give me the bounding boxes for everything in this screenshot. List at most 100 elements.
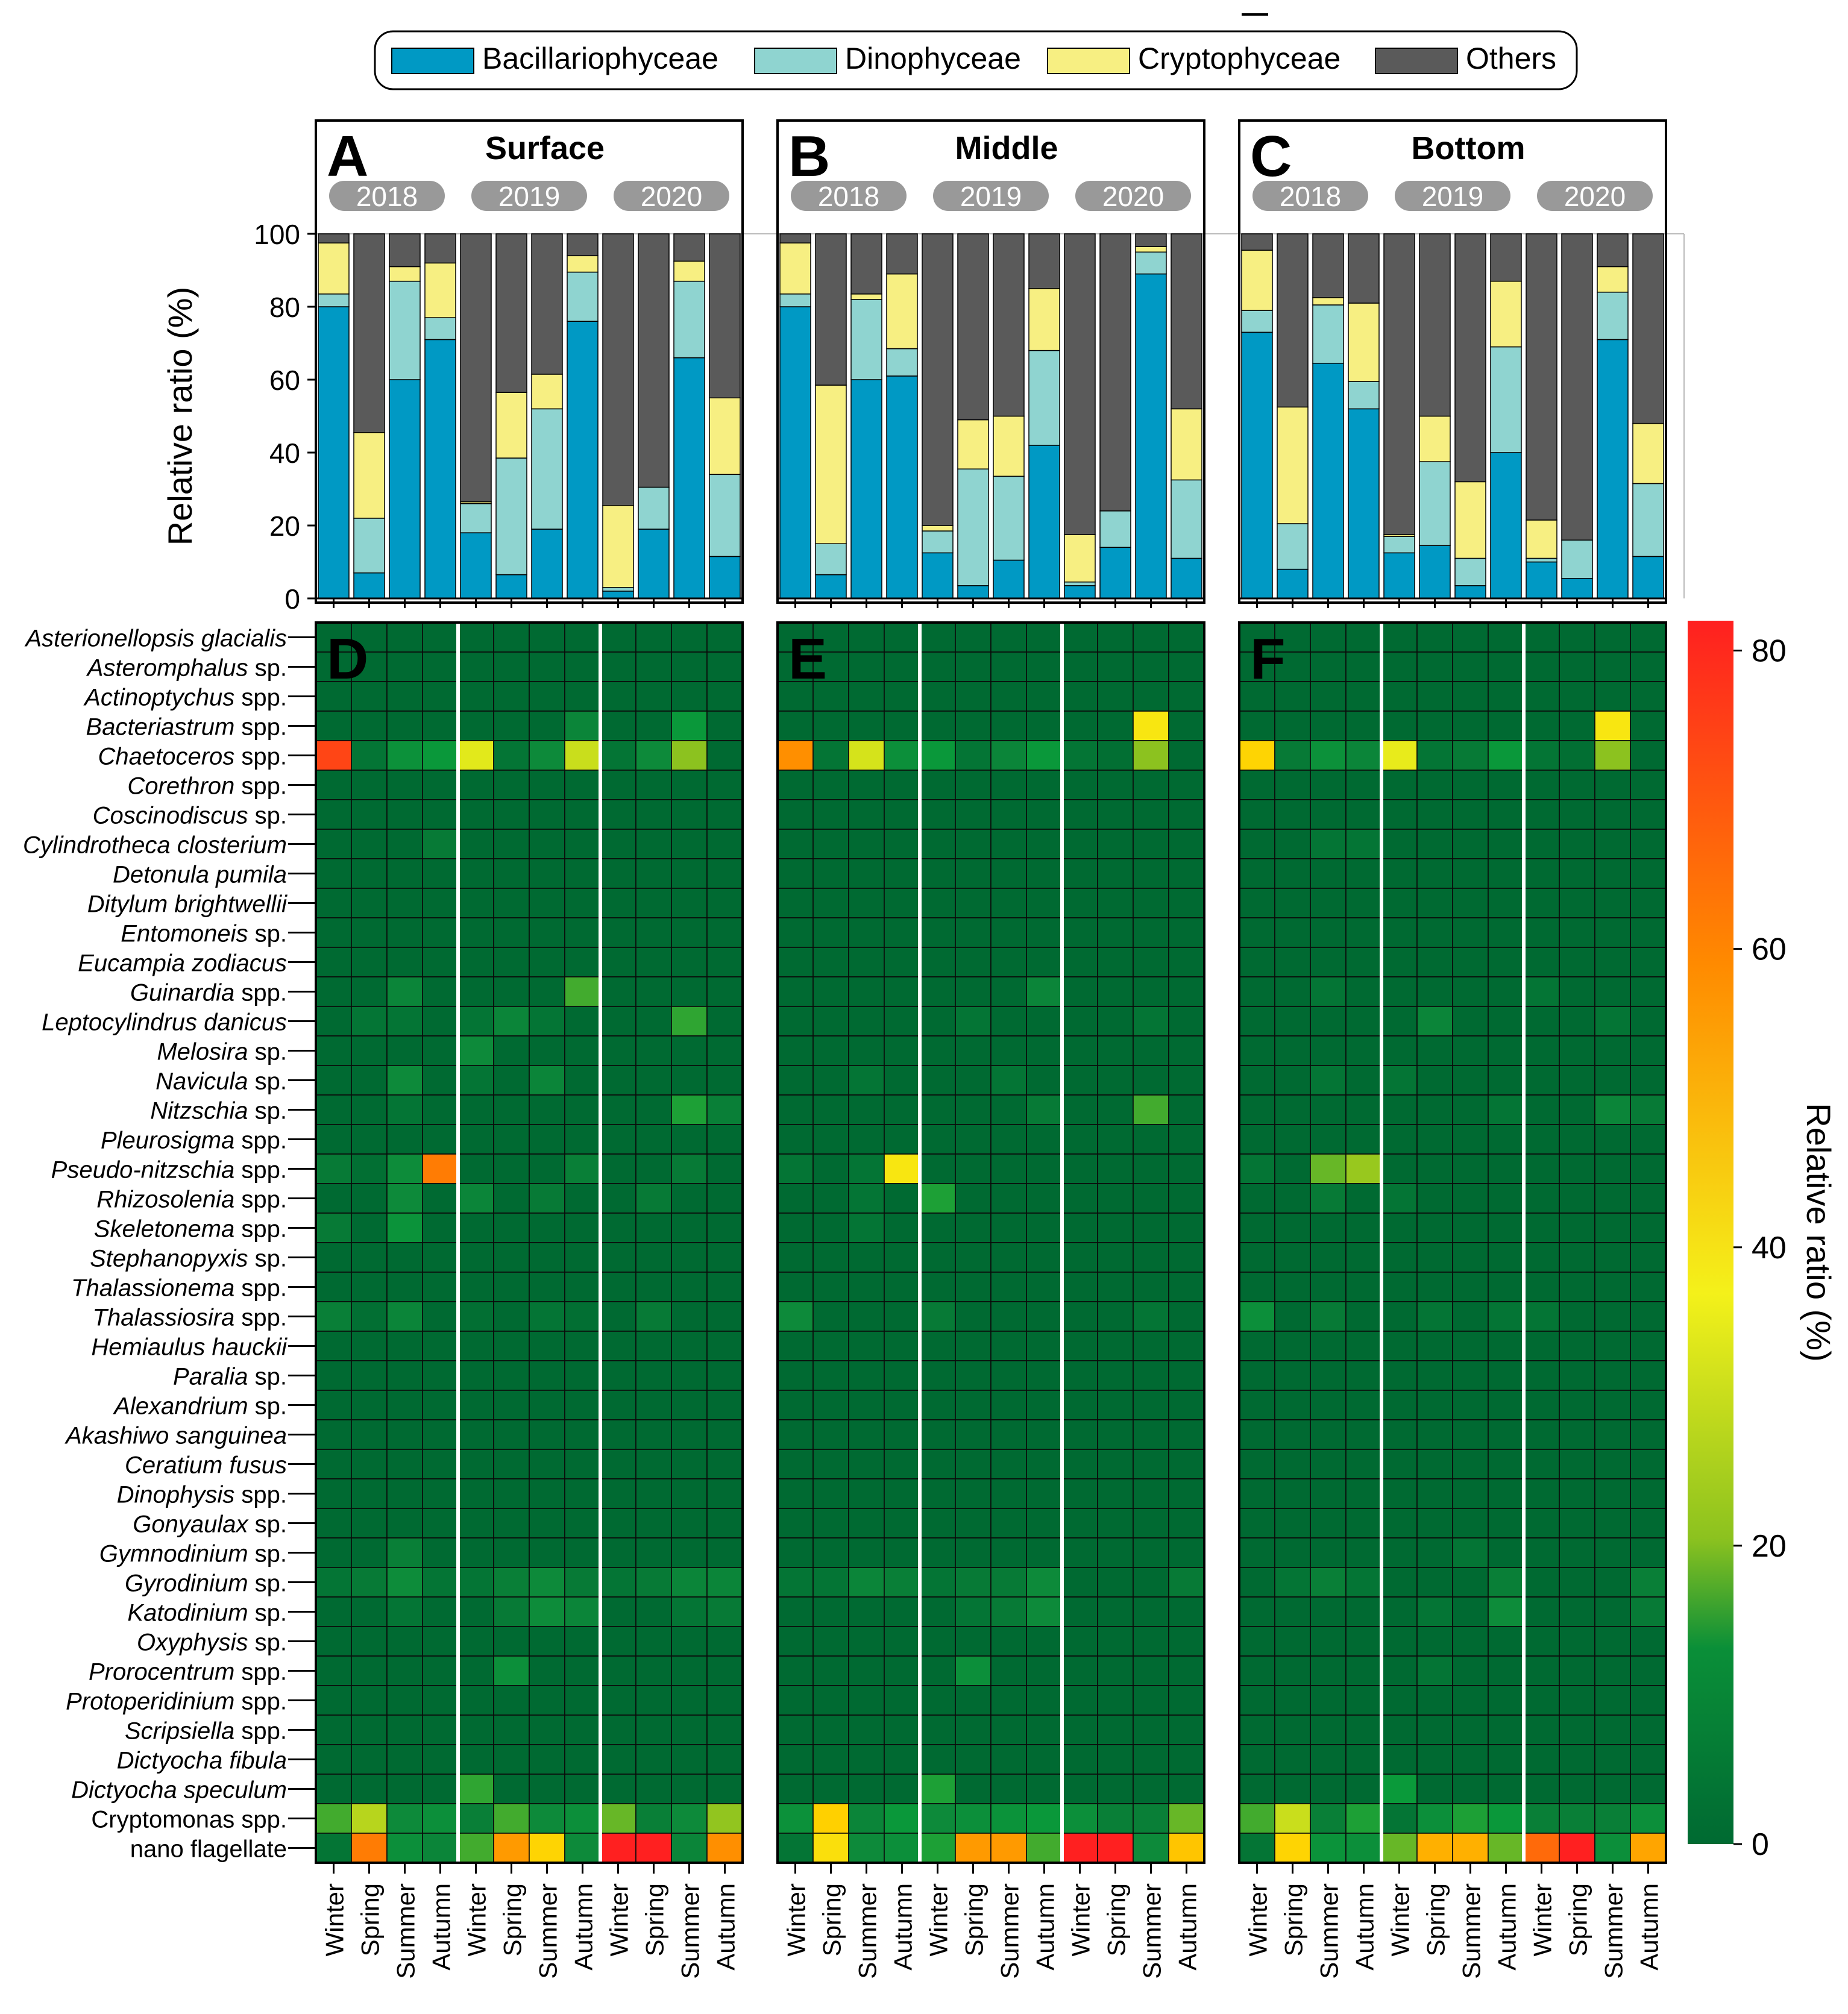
heat-cell (1630, 1065, 1667, 1096)
heat-cell (671, 1744, 708, 1775)
heat-cell (1168, 1035, 1205, 1066)
heat-cell (564, 1272, 601, 1302)
heat-cell (955, 1065, 992, 1096)
heat-cell (600, 1655, 636, 1686)
heat-cell (386, 1596, 423, 1627)
heat-cell (1133, 1508, 1169, 1539)
heat-cell (457, 651, 494, 682)
heat-cell (1416, 1744, 1453, 1775)
legend-swatch-dinophyceae (754, 48, 837, 74)
heat-cell (600, 1596, 636, 1627)
bar-segment-dinophyceae (495, 457, 527, 576)
heat-cell (351, 1833, 388, 1863)
heat-cell (1416, 770, 1453, 800)
heat-cell (1345, 1567, 1382, 1598)
heat-cell (990, 829, 1027, 859)
heat-cell (1416, 1685, 1453, 1716)
heat-cell (884, 1478, 920, 1509)
heat-cell (777, 1094, 814, 1125)
heat-cell (1274, 1596, 1311, 1627)
heat-cell (635, 888, 672, 918)
heat-cell (1416, 1301, 1453, 1332)
heat-cell (955, 947, 992, 977)
heat-cell (848, 1596, 885, 1627)
heat-cell (1061, 1212, 1098, 1243)
heat-cell (1488, 829, 1524, 859)
heat-cell (1061, 1124, 1098, 1155)
heat-cell (1559, 1567, 1595, 1598)
heat-cell (1274, 1478, 1311, 1509)
heat-cell (812, 1744, 849, 1775)
heat-cell (706, 1035, 743, 1066)
heat-cell (1345, 1360, 1382, 1391)
heat-cell (1559, 1124, 1595, 1155)
heat-cell (315, 858, 352, 889)
heat-cell (1097, 1419, 1134, 1450)
species-suffix: spp. (234, 1128, 287, 1154)
heat-cell (706, 1272, 743, 1302)
year-pill (329, 181, 445, 211)
heat-cell (1452, 1508, 1489, 1539)
heat-cell (493, 1390, 530, 1420)
species-name: Scripsiella (125, 1718, 234, 1745)
heat-cell (1630, 711, 1667, 741)
heat-cell (635, 1626, 672, 1657)
heat-cell (1345, 1744, 1382, 1775)
species-label: Ditylum brightwellii (87, 891, 288, 918)
bar-segment-bacillariophyceae (922, 552, 954, 599)
heat-cell (635, 1685, 672, 1716)
heat-cell (671, 1714, 708, 1745)
heat-cell (1061, 1655, 1098, 1686)
bar-segment-dinophyceae (886, 348, 918, 377)
heat-cell (493, 888, 530, 918)
species-label: Oxyphysis sp. (137, 1630, 287, 1656)
heat-cell (1310, 1094, 1347, 1125)
heat-cell (884, 1774, 920, 1804)
heat-cell (1452, 622, 1489, 653)
heat-cell (1381, 711, 1418, 741)
heat-cell (1274, 947, 1311, 977)
heat-cell (671, 1272, 708, 1302)
heat-cell (422, 1744, 459, 1775)
heat-cell (1097, 1744, 1134, 1775)
heat-cell (1452, 1419, 1489, 1450)
bar-segment-cryptophyceae (353, 431, 385, 519)
panel-frame-A (315, 119, 744, 604)
heat-cell (990, 1242, 1027, 1273)
heat-cell (351, 947, 388, 977)
heat-cell (848, 1212, 885, 1243)
heat-cell (351, 1655, 388, 1686)
heat-cell (493, 681, 530, 712)
bar-segment-dinophyceae (318, 293, 350, 307)
heat-cell (990, 1626, 1027, 1657)
heat-cell (635, 1449, 672, 1479)
heat-cell (1452, 1774, 1489, 1804)
heat-cell (919, 947, 956, 977)
heat-cell (1630, 1301, 1667, 1332)
species-name: Pleurosigma (101, 1128, 234, 1154)
heat-cell (848, 740, 885, 771)
heat-cell (1026, 1153, 1063, 1184)
heat-cell (600, 1035, 636, 1066)
heat-cell (884, 1360, 920, 1391)
bar-segment-cryptophyceae (1419, 415, 1451, 462)
heat-cell (884, 711, 920, 741)
bar-segment-others (1526, 233, 1557, 521)
heat-cell (1310, 1537, 1347, 1568)
heat-cell (635, 1065, 672, 1096)
heat-cell (386, 1183, 423, 1214)
heat-cell (493, 976, 530, 1007)
heat-cell (812, 1567, 849, 1598)
heat-cell (1594, 1685, 1631, 1716)
heat-cell (315, 1655, 352, 1686)
heat-cell (848, 1626, 885, 1657)
heat-cell (955, 1035, 992, 1066)
heat-cell (1523, 1006, 1560, 1037)
heat-cell (1168, 888, 1205, 918)
heat-cell (422, 1390, 459, 1420)
heat-cell (457, 1508, 494, 1539)
heat-cell (1239, 1035, 1275, 1066)
heat-cell (848, 1567, 885, 1598)
heat-cell (422, 799, 459, 830)
heat-cell (564, 770, 601, 800)
